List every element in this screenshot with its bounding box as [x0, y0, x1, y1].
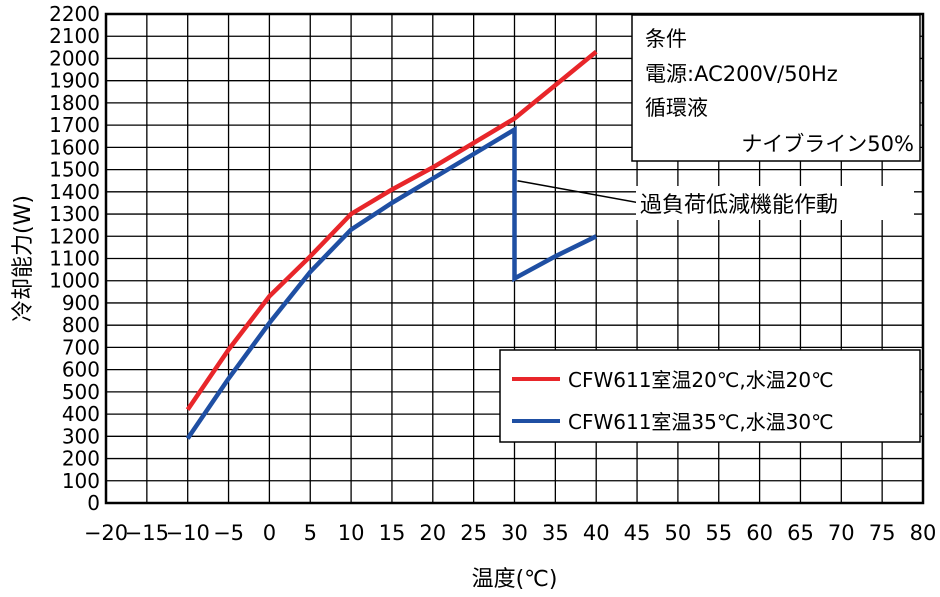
series-lines	[185, 50, 598, 440]
y-tick-label: 300	[62, 424, 100, 448]
y-axis-label: 冷却能力(W)	[11, 195, 36, 322]
conditions-box: 条件 電源:AC200V/50Hz 循環液 ナイブライン50%	[631, 14, 921, 162]
y-tick-label: 0	[87, 491, 100, 515]
y-tick-label: 900	[62, 291, 100, 315]
x-tick-label: 65	[787, 521, 814, 545]
annotation-leader-line	[517, 179, 641, 204]
y-tick-label: 1000	[49, 269, 100, 293]
x-tick-label: 55	[705, 521, 732, 545]
plot-frame	[104, 12, 925, 505]
x-tick-labels: −20−15−10 −5 0 5 10 15 20 25 30 35 40 45 50 55 60 65 70 7…	[84, 521, 937, 545]
x-tick-label: 40	[583, 521, 610, 545]
conditions-power: 電源:AC200V/50Hz	[645, 62, 838, 86]
x-tick-label: 0	[263, 521, 276, 545]
x-tick-label: 20	[419, 521, 446, 545]
x-axis-label: 温度(℃)	[472, 567, 558, 592]
y-tick-label: 500	[62, 380, 100, 404]
x-tick-label: 70	[828, 521, 855, 545]
x-tick-label: 25	[460, 521, 487, 545]
y-tick-label: 1300	[49, 202, 100, 226]
y-tick-label: 700	[62, 335, 100, 359]
x-tick-label: 45	[624, 521, 651, 545]
annotation-background	[636, 186, 914, 220]
x-tick-label: −10	[166, 521, 210, 545]
y-tick-label: 1800	[49, 91, 100, 115]
conditions-fluid-label: 循環液	[645, 96, 708, 120]
legend-frame	[499, 349, 921, 443]
legend-label-blue: CFW611室温35℃,水温30℃	[568, 410, 834, 434]
x-tick-label: −15	[125, 521, 169, 545]
y-tick-label: 800	[62, 313, 100, 337]
legend: CFW611室温20℃,水温20℃ CFW611室温35℃,水温30℃	[499, 349, 921, 443]
annotation: 過負荷低減機能作動	[517, 179, 914, 220]
x-tick-label: 50	[665, 521, 692, 545]
x-tick-label: 35	[542, 521, 569, 545]
x-tick-label: 10	[338, 521, 365, 545]
x-tick-label: −20	[84, 521, 128, 545]
y-tick-label: 1700	[49, 113, 100, 137]
x-tick-label: 5	[304, 521, 317, 545]
y-tick-label: 400	[62, 402, 100, 426]
x-tick-label: 30	[501, 521, 528, 545]
y-tick-labels: 0100200300400500600700800900100011001200…	[49, 2, 100, 515]
y-tick-label: 200	[62, 447, 100, 471]
y-tick-label: 1900	[49, 69, 100, 93]
y-tick-label: 600	[62, 358, 100, 382]
x-tick-label: −5	[213, 521, 244, 545]
y-tick-label: 1200	[49, 224, 100, 248]
conditions-fluid-value: ナイブライン50%	[741, 132, 914, 156]
conditions-title: 条件	[645, 27, 687, 51]
x-tick-label: 60	[746, 521, 773, 545]
y-tick-label: 2000	[49, 46, 100, 70]
y-tick-label: 1400	[49, 180, 100, 204]
legend-label-red: CFW611室温20℃,水温20℃	[568, 368, 834, 392]
x-tick-label: 75	[869, 521, 896, 545]
y-tick-label: 2200	[49, 2, 100, 26]
x-tick-label: 80	[910, 521, 937, 545]
y-tick-label: 1600	[49, 135, 100, 159]
y-tick-label: 1500	[49, 158, 100, 182]
x-tick-label: 15	[379, 521, 406, 545]
annotation-text: 過負荷低減機能作動	[640, 193, 838, 218]
conditions-box-frame	[631, 14, 921, 162]
series-line-0	[185, 50, 598, 411]
y-tick-label: 2100	[49, 24, 100, 48]
series-line-1	[185, 125, 598, 440]
y-tick-label: 1100	[49, 247, 100, 271]
y-tick-label: 100	[62, 469, 100, 493]
